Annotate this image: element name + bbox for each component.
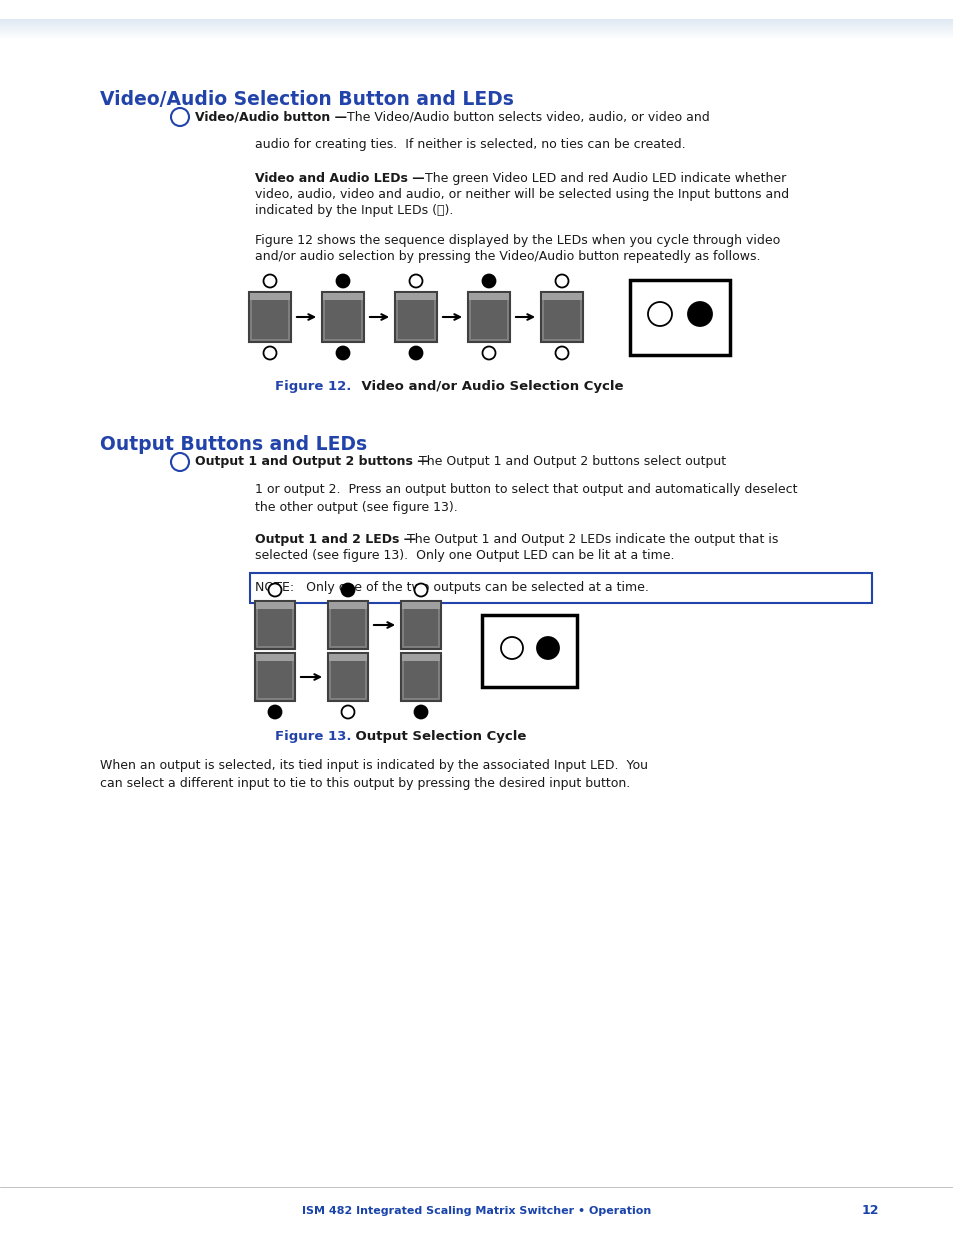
- Circle shape: [263, 274, 276, 288]
- Circle shape: [482, 347, 495, 359]
- FancyBboxPatch shape: [254, 601, 294, 650]
- FancyBboxPatch shape: [401, 655, 439, 661]
- FancyBboxPatch shape: [395, 291, 436, 342]
- FancyBboxPatch shape: [329, 655, 367, 661]
- FancyBboxPatch shape: [403, 609, 437, 646]
- FancyBboxPatch shape: [257, 609, 292, 646]
- Text: The Output 1 and Output 2 LEDs indicate the output that is: The Output 1 and Output 2 LEDs indicate …: [402, 534, 778, 546]
- Text: can select a different input to tie to this output by pressing the desired input: can select a different input to tie to t…: [100, 777, 630, 790]
- FancyBboxPatch shape: [401, 601, 439, 609]
- FancyBboxPatch shape: [403, 661, 437, 698]
- FancyBboxPatch shape: [471, 300, 506, 338]
- Circle shape: [537, 637, 558, 659]
- Circle shape: [500, 637, 522, 659]
- FancyBboxPatch shape: [325, 300, 360, 338]
- FancyBboxPatch shape: [252, 300, 288, 338]
- Circle shape: [268, 705, 281, 719]
- FancyBboxPatch shape: [257, 661, 292, 698]
- Text: Figure 12 shows the sequence displayed by the LEDs when you cycle through video: Figure 12 shows the sequence displayed b…: [254, 233, 780, 247]
- Text: Output Buttons and LEDs: Output Buttons and LEDs: [100, 435, 367, 454]
- Text: and/or audio selection by pressing the Video/Audio button repeatedly as follows.: and/or audio selection by pressing the V…: [254, 249, 760, 263]
- Circle shape: [647, 303, 671, 326]
- FancyBboxPatch shape: [255, 601, 294, 609]
- Text: selected (see figure 13).  Only one Output LED can be lit at a time.: selected (see figure 13). Only one Outpu…: [254, 550, 674, 562]
- Circle shape: [171, 107, 189, 126]
- Text: The green Video LED and red Audio LED indicate whether: The green Video LED and red Audio LED in…: [420, 172, 785, 185]
- Text: Output 1 and Output 2 buttons —: Output 1 and Output 2 buttons —: [194, 456, 429, 468]
- Circle shape: [336, 274, 349, 288]
- Text: Video and/or Audio Selection Cycle: Video and/or Audio Selection Cycle: [343, 380, 623, 393]
- Circle shape: [409, 347, 422, 359]
- Text: Figure 13.: Figure 13.: [274, 730, 351, 743]
- Text: Video/Audio Selection Button and LEDs: Video/Audio Selection Button and LEDs: [100, 90, 514, 109]
- FancyBboxPatch shape: [395, 293, 436, 300]
- Text: 1: 1: [176, 112, 183, 122]
- FancyBboxPatch shape: [540, 291, 582, 342]
- Circle shape: [341, 705, 355, 719]
- Text: Video/Audio button —: Video/Audio button —: [194, 110, 347, 124]
- Circle shape: [409, 274, 422, 288]
- Text: audio for creating ties.  If neither is selected, no ties can be created.: audio for creating ties. If neither is s…: [254, 138, 685, 151]
- Text: video, audio, video and audio, or neither will be selected using the Input butto: video, audio, video and audio, or neithe…: [254, 188, 788, 201]
- FancyBboxPatch shape: [328, 653, 368, 701]
- FancyBboxPatch shape: [331, 661, 365, 698]
- Circle shape: [482, 274, 495, 288]
- FancyBboxPatch shape: [322, 291, 364, 342]
- FancyBboxPatch shape: [250, 573, 871, 603]
- FancyBboxPatch shape: [249, 291, 291, 342]
- Text: Output 1 and 2 LEDs —: Output 1 and 2 LEDs —: [254, 534, 416, 546]
- Text: ISM 482 Integrated Scaling Matrix Switcher • Operation: ISM 482 Integrated Scaling Matrix Switch…: [302, 1207, 651, 1216]
- Circle shape: [263, 347, 276, 359]
- FancyBboxPatch shape: [250, 293, 290, 300]
- FancyBboxPatch shape: [543, 300, 579, 338]
- Circle shape: [555, 347, 568, 359]
- Text: When an output is selected, its tied input is indicated by the associated Input : When an output is selected, its tied inp…: [100, 760, 647, 772]
- FancyBboxPatch shape: [397, 300, 434, 338]
- FancyBboxPatch shape: [400, 653, 440, 701]
- Circle shape: [268, 583, 281, 597]
- FancyBboxPatch shape: [468, 291, 510, 342]
- Text: 1 or output 2.  Press an output button to select that output and automatically d: 1 or output 2. Press an output button to…: [254, 483, 797, 496]
- Text: Output Selection Cycle: Output Selection Cycle: [336, 730, 526, 743]
- FancyBboxPatch shape: [469, 293, 509, 300]
- Text: The Video/Audio button selects video, audio, or video and: The Video/Audio button selects video, au…: [343, 110, 709, 124]
- Circle shape: [171, 453, 189, 471]
- FancyBboxPatch shape: [482, 615, 577, 687]
- Text: 12: 12: [861, 1204, 878, 1218]
- FancyBboxPatch shape: [329, 601, 367, 609]
- Circle shape: [687, 303, 711, 326]
- Circle shape: [414, 583, 427, 597]
- FancyBboxPatch shape: [328, 601, 368, 650]
- Circle shape: [555, 274, 568, 288]
- Circle shape: [336, 347, 349, 359]
- Text: NOTE:   Only one of the two outputs can be selected at a time.: NOTE: Only one of the two outputs can be…: [254, 582, 648, 594]
- FancyBboxPatch shape: [331, 609, 365, 646]
- Text: indicated by the Input LEDs (ⓔ).: indicated by the Input LEDs (ⓔ).: [254, 204, 453, 217]
- FancyBboxPatch shape: [255, 655, 294, 661]
- FancyBboxPatch shape: [541, 293, 581, 300]
- Circle shape: [341, 583, 355, 597]
- FancyBboxPatch shape: [400, 601, 440, 650]
- Text: Video and Audio LEDs —: Video and Audio LEDs —: [254, 172, 424, 185]
- Circle shape: [414, 705, 427, 719]
- Text: The Output 1 and Output 2 buttons select output: The Output 1 and Output 2 buttons select…: [415, 456, 725, 468]
- FancyBboxPatch shape: [323, 293, 363, 300]
- Text: Figure 12.: Figure 12.: [274, 380, 351, 393]
- FancyBboxPatch shape: [254, 653, 294, 701]
- Text: the other output (see figure 13).: the other output (see figure 13).: [254, 501, 457, 514]
- Text: 2: 2: [176, 457, 183, 467]
- FancyBboxPatch shape: [629, 279, 729, 354]
